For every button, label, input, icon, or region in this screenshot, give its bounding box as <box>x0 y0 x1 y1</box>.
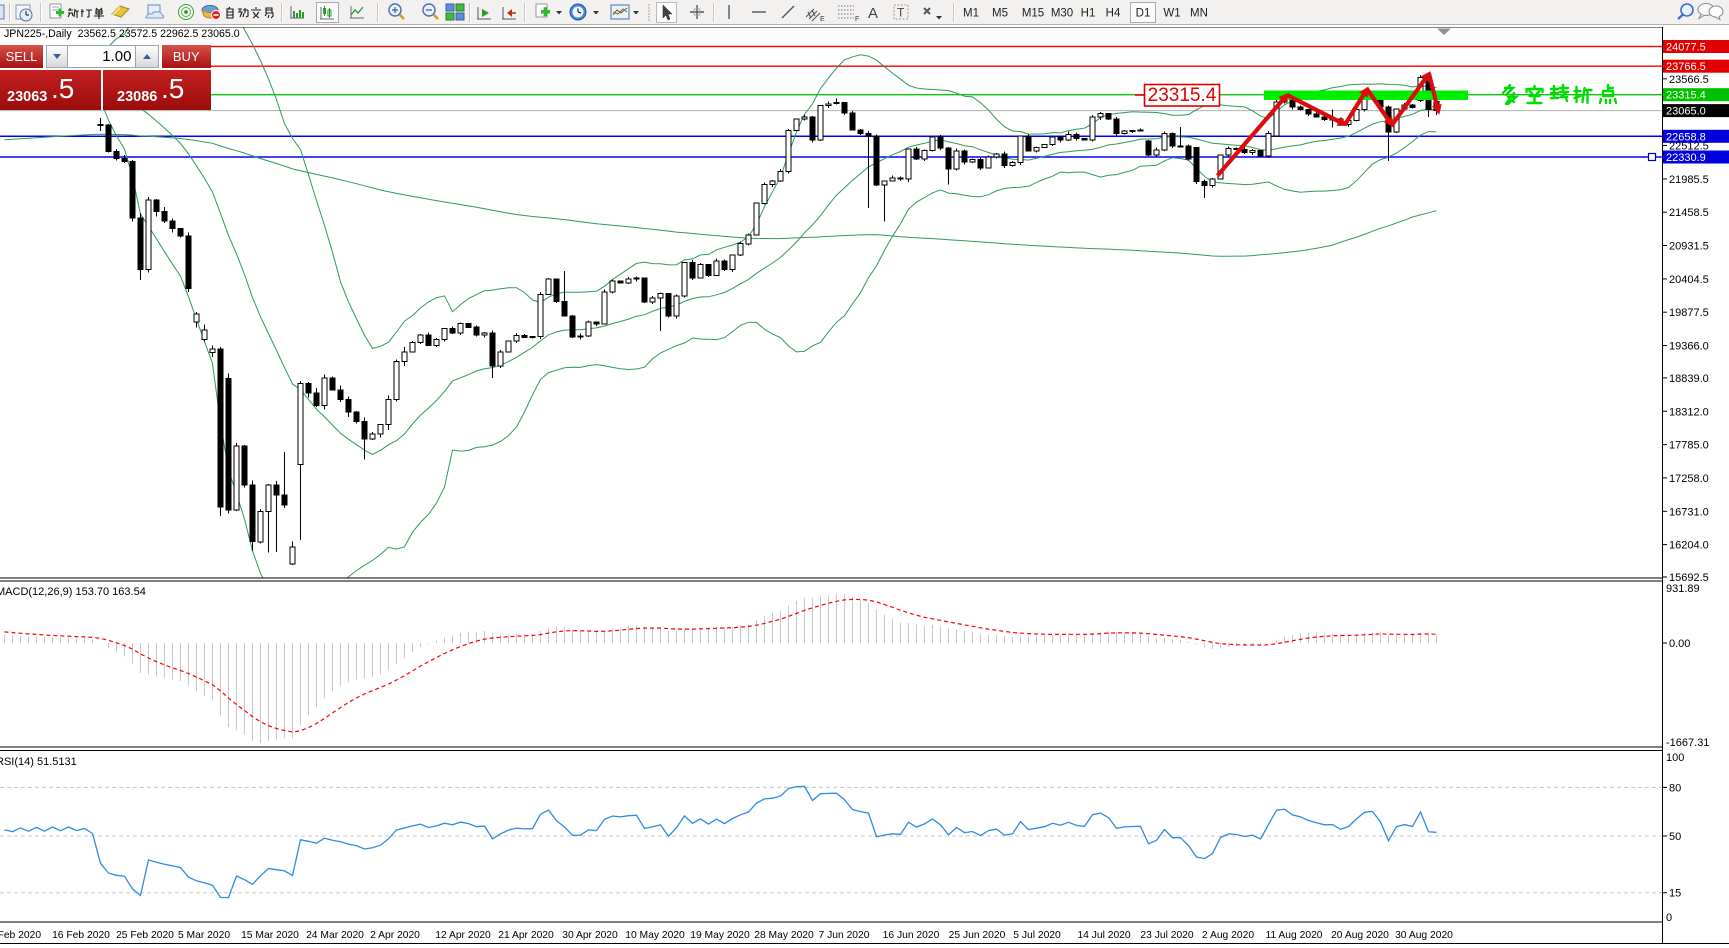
svg-text:25 Jun 2020: 25 Jun 2020 <box>949 930 1006 941</box>
svg-text:5 Mar 2020: 5 Mar 2020 <box>178 930 230 941</box>
svg-text:7 Jun 2020: 7 Jun 2020 <box>819 930 870 941</box>
svg-text:M15: M15 <box>1022 8 1044 20</box>
svg-text:19877.5: 19877.5 <box>1669 307 1709 319</box>
svg-text:MACD(12,26,9) 153.70 163.54: MACD(12,26,9) 153.70 163.54 <box>0 586 146 598</box>
svg-text:28 May 2020: 28 May 2020 <box>754 930 814 941</box>
svg-text:23566.5: 23566.5 <box>1669 74 1709 86</box>
svg-text:A: A <box>868 5 878 22</box>
svg-text:23315.4: 23315.4 <box>1148 85 1217 106</box>
svg-text:80: 80 <box>1669 782 1681 794</box>
svg-text:11 Aug 2020: 11 Aug 2020 <box>1265 930 1322 941</box>
svg-text:100: 100 <box>1666 752 1684 764</box>
svg-text:10 May 2020: 10 May 2020 <box>625 930 685 941</box>
svg-text:22330.9: 22330.9 <box>1666 152 1706 164</box>
svg-text:5 Jul 2020: 5 Jul 2020 <box>1013 930 1061 941</box>
svg-text:25 Feb 2020: 25 Feb 2020 <box>116 930 174 941</box>
svg-text:2 Aug 2020: 2 Aug 2020 <box>1202 930 1254 941</box>
svg-text:H4: H4 <box>1106 8 1121 20</box>
svg-text:18312.0: 18312.0 <box>1669 406 1709 418</box>
svg-text:15692.5: 15692.5 <box>1669 572 1709 584</box>
svg-text:23065.0: 23065.0 <box>1666 106 1706 118</box>
svg-text:T: T <box>897 6 905 20</box>
svg-text:23315.4: 23315.4 <box>1666 90 1706 102</box>
svg-text:D1: D1 <box>1136 8 1151 20</box>
svg-text:JPN225-,Daily 23562.5 23572.5: JPN225-,Daily 23562.5 23572.5 22962.5 23… <box>4 28 240 40</box>
svg-text:50: 50 <box>1669 831 1681 843</box>
svg-text:14 Jul 2020: 14 Jul 2020 <box>1077 930 1131 941</box>
svg-text:2 Apr 2020: 2 Apr 2020 <box>370 930 420 941</box>
svg-text:W1: W1 <box>1163 8 1180 20</box>
svg-text:23 Jul 2020: 23 Jul 2020 <box>1140 930 1194 941</box>
svg-text:22512.5: 22512.5 <box>1669 141 1709 153</box>
svg-text:18839.0: 18839.0 <box>1669 373 1709 385</box>
svg-text:931.89: 931.89 <box>1666 583 1700 595</box>
svg-text:M30: M30 <box>1051 8 1073 20</box>
svg-text:19366.0: 19366.0 <box>1669 341 1709 353</box>
svg-text:H1: H1 <box>1081 8 1096 20</box>
svg-text:M5: M5 <box>992 8 1008 20</box>
svg-text:20931.5: 20931.5 <box>1669 241 1709 253</box>
svg-text:16731.0: 16731.0 <box>1669 506 1709 518</box>
svg-text:21458.5: 21458.5 <box>1669 207 1709 219</box>
svg-text:19 May 2020: 19 May 2020 <box>690 930 750 941</box>
svg-text:0: 0 <box>1666 912 1672 924</box>
svg-text:24 Mar 2020: 24 Mar 2020 <box>306 930 364 941</box>
svg-text:20 Aug 2020: 20 Aug 2020 <box>1331 930 1389 941</box>
svg-text:21 Apr 2020: 21 Apr 2020 <box>498 930 554 941</box>
svg-text:E: E <box>820 16 825 23</box>
svg-text:16 Jun 2020: 16 Jun 2020 <box>883 930 940 941</box>
svg-text:15: 15 <box>1669 888 1681 900</box>
svg-text:12 Apr 2020: 12 Apr 2020 <box>435 930 491 941</box>
svg-text:RSI(14) 51.5131: RSI(14) 51.5131 <box>0 756 77 768</box>
svg-text:20404.5: 20404.5 <box>1669 274 1709 286</box>
svg-text:6 Feb 2020: 6 Feb 2020 <box>0 930 41 941</box>
svg-text:-1667.31: -1667.31 <box>1666 737 1709 749</box>
svg-text:22658.8: 22658.8 <box>1666 131 1706 143</box>
svg-text:16 Feb 2020: 16 Feb 2020 <box>52 930 110 941</box>
svg-text:F: F <box>855 16 859 23</box>
svg-text:30 Aug 2020: 30 Aug 2020 <box>1395 930 1453 941</box>
svg-text:0.00: 0.00 <box>1669 638 1690 650</box>
svg-text:21985.5: 21985.5 <box>1669 174 1709 186</box>
svg-text:15 Mar 2020: 15 Mar 2020 <box>241 930 299 941</box>
svg-text:17258.0: 17258.0 <box>1669 473 1709 485</box>
svg-text:30 Apr 2020: 30 Apr 2020 <box>562 930 618 941</box>
svg-text:16204.0: 16204.0 <box>1669 540 1709 552</box>
svg-text:17785.0: 17785.0 <box>1669 440 1709 452</box>
svg-text:MN: MN <box>1190 8 1208 20</box>
svg-text:M1: M1 <box>963 8 979 20</box>
svg-text:24077.5: 24077.5 <box>1666 42 1706 54</box>
svg-text:23766.5: 23766.5 <box>1666 61 1706 73</box>
